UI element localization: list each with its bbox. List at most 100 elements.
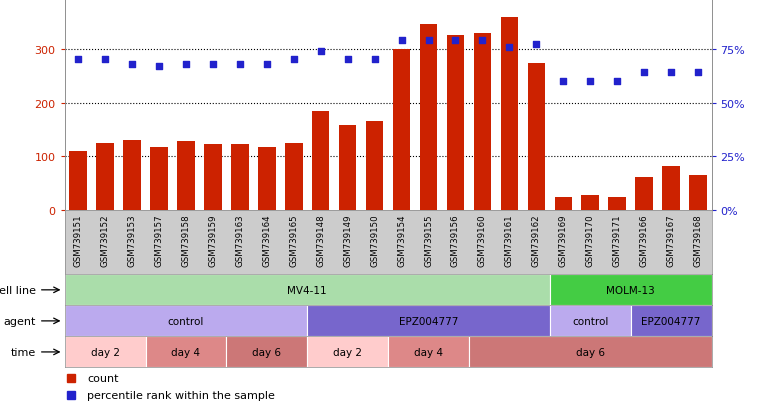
Point	[288, 57, 300, 64]
Point	[503, 44, 515, 51]
Bar	[689, 176, 707, 211]
Bar	[662, 166, 680, 211]
Text: day 2: day 2	[333, 347, 362, 357]
Text: GSM739148: GSM739148	[317, 214, 325, 266]
Text: GSM739155: GSM739155	[424, 214, 433, 266]
Text: GSM739162: GSM739162	[532, 214, 541, 266]
Text: GSM739167: GSM739167	[667, 214, 676, 266]
Text: day 6: day 6	[576, 347, 605, 357]
Text: EPZ004777: EPZ004777	[642, 316, 701, 326]
Bar	[631, 306, 712, 337]
Text: GSM739161: GSM739161	[505, 214, 514, 266]
Bar	[285, 144, 303, 211]
Point	[584, 78, 597, 85]
Text: GSM739163: GSM739163	[235, 214, 244, 266]
Point	[422, 38, 435, 44]
Bar	[388, 337, 469, 368]
Bar	[555, 197, 572, 211]
Point	[611, 78, 623, 85]
Bar	[150, 147, 167, 211]
Bar	[339, 126, 356, 211]
Text: GSM739152: GSM739152	[100, 214, 110, 266]
Text: day 2: day 2	[91, 347, 119, 357]
Text: GSM739168: GSM739168	[693, 214, 702, 266]
Point	[692, 70, 704, 76]
Point	[314, 48, 326, 55]
Point	[342, 57, 354, 64]
Bar	[65, 306, 307, 337]
Bar	[227, 337, 307, 368]
Text: GSM739164: GSM739164	[263, 214, 272, 266]
Bar	[581, 196, 599, 211]
Bar	[609, 197, 626, 211]
Text: control: control	[167, 316, 204, 326]
Text: cell line: cell line	[0, 285, 36, 295]
Point	[261, 61, 273, 68]
Bar	[123, 141, 141, 211]
Text: EPZ004777: EPZ004777	[399, 316, 458, 326]
Point	[126, 61, 139, 68]
Bar	[393, 50, 410, 211]
Point	[153, 64, 165, 70]
Text: day 6: day 6	[253, 347, 282, 357]
Point	[557, 78, 569, 85]
Bar	[501, 19, 518, 211]
Point	[530, 42, 543, 49]
Text: GSM739156: GSM739156	[451, 214, 460, 266]
Text: GSM739169: GSM739169	[559, 214, 568, 266]
Bar	[97, 144, 114, 211]
Bar	[307, 337, 388, 368]
Text: agent: agent	[3, 316, 36, 326]
Text: GSM739166: GSM739166	[640, 214, 648, 266]
Text: GSM739170: GSM739170	[586, 214, 595, 266]
Bar	[473, 33, 491, 211]
Bar	[65, 275, 550, 306]
Bar	[366, 122, 384, 211]
Text: GSM739158: GSM739158	[181, 214, 190, 266]
Text: percentile rank within the sample: percentile rank within the sample	[88, 390, 275, 400]
Bar	[420, 26, 438, 211]
Bar	[258, 147, 275, 211]
Bar	[550, 275, 712, 306]
Bar	[65, 337, 145, 368]
Point	[476, 38, 489, 44]
Text: count: count	[88, 373, 119, 383]
Bar	[307, 306, 550, 337]
Point	[665, 70, 677, 76]
Point	[180, 61, 192, 68]
Text: time: time	[11, 347, 36, 357]
Text: GSM739153: GSM739153	[128, 214, 136, 266]
Bar	[550, 306, 631, 337]
Bar	[145, 337, 227, 368]
Bar	[447, 36, 464, 211]
Text: control: control	[572, 316, 609, 326]
Point	[99, 57, 111, 64]
Text: day 4: day 4	[414, 347, 443, 357]
Text: GSM739160: GSM739160	[478, 214, 487, 266]
Text: GSM739157: GSM739157	[154, 214, 164, 266]
Point	[234, 61, 246, 68]
Text: GSM739154: GSM739154	[397, 214, 406, 266]
Point	[368, 57, 380, 64]
Text: MOLM-13: MOLM-13	[607, 285, 655, 295]
Text: MV4-11: MV4-11	[288, 285, 327, 295]
Bar	[177, 142, 195, 211]
Point	[207, 61, 219, 68]
Text: GSM739150: GSM739150	[370, 214, 379, 266]
Bar	[69, 152, 87, 211]
Text: GSM739165: GSM739165	[289, 214, 298, 266]
Point	[396, 38, 408, 44]
Text: GSM739171: GSM739171	[613, 214, 622, 266]
Bar	[527, 64, 545, 211]
Point	[72, 57, 84, 64]
Bar	[312, 112, 330, 211]
Text: day 4: day 4	[171, 347, 200, 357]
Bar	[231, 145, 249, 211]
Point	[638, 70, 650, 76]
Point	[450, 38, 462, 44]
Text: GSM739151: GSM739151	[74, 214, 83, 266]
Text: GSM739159: GSM739159	[209, 214, 218, 266]
Bar	[635, 177, 653, 211]
Bar	[204, 145, 221, 211]
Text: GSM739149: GSM739149	[343, 214, 352, 266]
